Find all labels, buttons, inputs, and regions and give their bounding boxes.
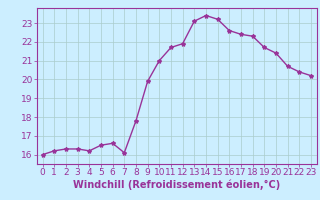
- X-axis label: Windchill (Refroidissement éolien,°C): Windchill (Refroidissement éolien,°C): [73, 180, 280, 190]
